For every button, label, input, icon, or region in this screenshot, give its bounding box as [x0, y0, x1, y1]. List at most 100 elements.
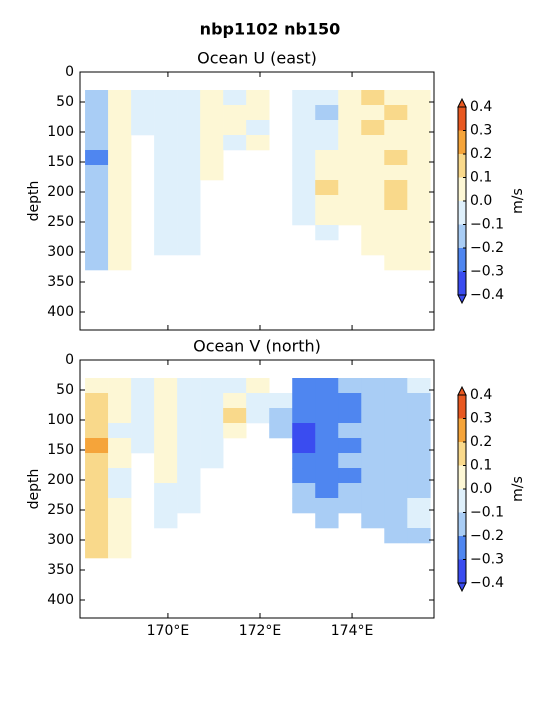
- contour-cell: [131, 90, 155, 106]
- contour-cell: [338, 498, 362, 514]
- contour-cell: [85, 165, 109, 181]
- contour-cell: [154, 423, 178, 439]
- plot-frame: [79, 71, 435, 331]
- contour-cell: [338, 135, 362, 151]
- contour-cell: [407, 225, 431, 241]
- contour-cell: [108, 453, 132, 469]
- contour-cell: [292, 408, 316, 424]
- contour-cell: [384, 438, 408, 454]
- contour-cell: [85, 90, 109, 106]
- contour-cell: [384, 225, 408, 241]
- contour-cell: [338, 438, 362, 454]
- contour-cell: [246, 120, 270, 136]
- colorbar-tick-label: 0.2: [470, 146, 492, 162]
- contour-cell: [154, 240, 178, 256]
- colorbar-tick-label: 0.2: [470, 434, 492, 450]
- contour-cell: [384, 468, 408, 484]
- contour-cell: [384, 423, 408, 439]
- contour-cell: [384, 165, 408, 181]
- contour-cell: [177, 423, 201, 439]
- figure-title: nbp1102 nb150: [200, 20, 341, 39]
- contour-cell: [384, 483, 408, 499]
- contour-cell: [315, 393, 339, 409]
- contour-cell: [407, 468, 431, 484]
- contour-cell: [361, 468, 385, 484]
- colorbar-tick-label: −0.3: [470, 552, 504, 568]
- contour-cell: [315, 165, 339, 181]
- colorbar-tick-label: 0.3: [470, 123, 492, 139]
- contour-cell: [200, 438, 224, 454]
- contour-cell: [384, 408, 408, 424]
- contour-cell: [338, 483, 362, 499]
- contour-cell: [292, 90, 316, 106]
- colorbar-extend-high: [457, 97, 467, 108]
- colorbar-tick-label: 0.1: [470, 170, 492, 186]
- contour-cell: [108, 135, 132, 151]
- contour-cell: [384, 378, 408, 394]
- colorbar-band: [458, 224, 466, 248]
- contour-cell: [407, 255, 431, 271]
- x-tick-label: 172°E: [239, 623, 282, 639]
- contour-cell: [361, 513, 385, 529]
- contour-cell: [292, 468, 316, 484]
- contour-cell: [177, 195, 201, 211]
- contour-cell: [108, 225, 132, 241]
- contour-cell: [384, 210, 408, 226]
- contour-cell: [85, 483, 109, 499]
- contour-cell: [361, 240, 385, 256]
- contour-cell: [154, 90, 178, 106]
- contour-cell: [85, 498, 109, 514]
- contour-cell: [292, 378, 316, 394]
- contour-cell: [338, 393, 362, 409]
- y-tick-label: 0: [65, 352, 74, 368]
- contour-cell: [154, 408, 178, 424]
- contour-cell: [131, 408, 155, 424]
- contour-cell: [407, 378, 431, 394]
- contour-cell: [246, 378, 270, 394]
- contour-cell: [177, 378, 201, 394]
- contour-cell: [361, 483, 385, 499]
- contour-cell: [131, 105, 155, 121]
- contour-cell: [154, 378, 178, 394]
- contour-cell: [384, 240, 408, 256]
- contour-cell: [200, 408, 224, 424]
- contour-cell: [269, 393, 293, 409]
- contour-cell: [108, 498, 132, 514]
- contour-cell: [384, 195, 408, 211]
- contour-cell: [108, 528, 132, 544]
- contour-cell: [338, 165, 362, 181]
- contour-cell: [407, 195, 431, 211]
- contour-cell: [361, 225, 385, 241]
- contour-cell: [338, 468, 362, 484]
- contour-cell: [223, 105, 247, 121]
- contour-cell: [154, 453, 178, 469]
- colorbar-tick-label: −0.1: [470, 217, 504, 233]
- y-tick-label: 350: [47, 274, 74, 290]
- contour-cell: [338, 180, 362, 196]
- contour-cell: [223, 393, 247, 409]
- contour-cell: [384, 498, 408, 514]
- contour-cell: [338, 90, 362, 106]
- colorbar-band: [458, 418, 466, 442]
- contour-cell: [269, 408, 293, 424]
- contour-cell: [85, 225, 109, 241]
- y-tick-label: 250: [47, 502, 74, 518]
- contour-cell: [407, 483, 431, 499]
- contour-cell: [384, 120, 408, 136]
- contour-cell: [315, 150, 339, 166]
- contour-cell: [108, 393, 132, 409]
- contour-cell: [292, 165, 316, 181]
- colorbar-tick-label: 0.1: [470, 458, 492, 474]
- contour-cell: [407, 438, 431, 454]
- contour-cell: [223, 423, 247, 439]
- contour-cell: [338, 105, 362, 121]
- x-tick-label: 170°E: [147, 623, 190, 639]
- contour-cell: [384, 513, 408, 529]
- colorbar-extend-low: [457, 294, 467, 305]
- contour-cell: [85, 195, 109, 211]
- contour-cell: [177, 120, 201, 136]
- y-tick-label: 350: [47, 562, 74, 578]
- contour-cell: [177, 135, 201, 151]
- colorbar-extend-low: [457, 582, 467, 593]
